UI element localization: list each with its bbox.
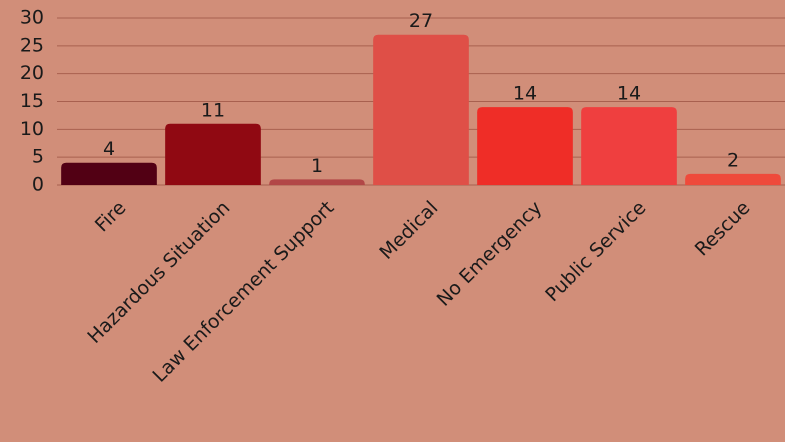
bar	[61, 162, 157, 185]
y-tick-label: 25	[20, 34, 44, 56]
data-label: 4	[103, 138, 115, 160]
bar	[165, 123, 261, 185]
x-tick-label: Fire	[91, 197, 131, 237]
data-label: 27	[409, 10, 433, 32]
bar	[685, 173, 781, 185]
bar	[269, 179, 365, 185]
data-label: 14	[513, 83, 537, 105]
y-tick-label: 5	[32, 146, 44, 168]
y-tick-label: 0	[32, 174, 44, 196]
y-tick-label: 20	[20, 62, 44, 84]
x-tick-label: Rescue	[691, 197, 755, 261]
x-tick-label: Law Enforcement Support	[149, 197, 339, 387]
x-tick-label: No Emergency	[433, 197, 547, 311]
bar	[581, 107, 677, 185]
data-label: 11	[201, 99, 225, 121]
data-label: 14	[617, 83, 641, 105]
data-label: 1	[311, 155, 323, 177]
x-tick-label: Medical	[375, 197, 442, 264]
x-tick-label: Public Service	[541, 197, 650, 306]
bar	[373, 34, 469, 186]
y-tick-label: 10	[20, 118, 44, 140]
bar	[477, 107, 573, 185]
y-tick-label: 30	[20, 7, 44, 29]
data-label: 2	[727, 149, 739, 171]
y-tick-label: 15	[20, 90, 44, 112]
